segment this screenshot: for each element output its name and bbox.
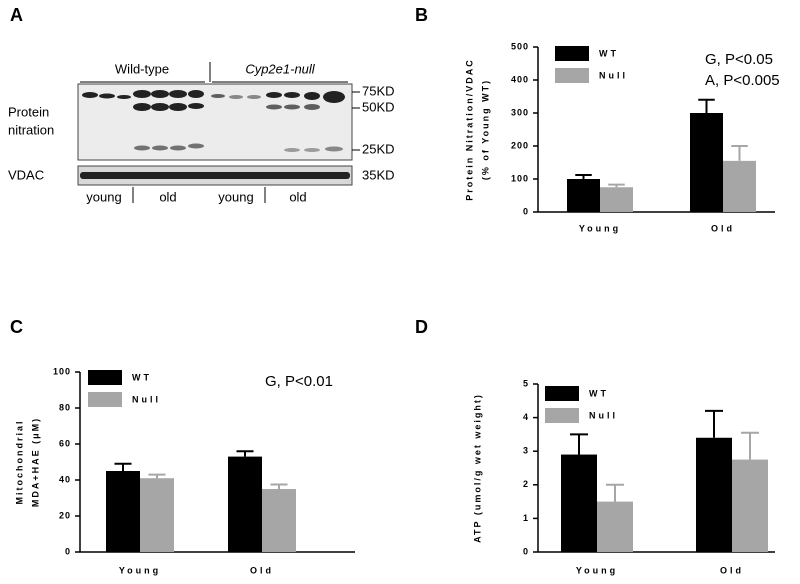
legend-label: Null <box>132 394 161 404</box>
legend-swatch <box>545 408 579 423</box>
bar <box>228 456 262 552</box>
bar <box>567 179 600 212</box>
y-tick-label: 500 <box>511 41 529 51</box>
bar <box>597 501 633 552</box>
age-label: young <box>218 189 253 204</box>
panel-label: A <box>10 5 23 25</box>
y-tick-label: 3 <box>523 446 529 456</box>
bar <box>696 437 732 552</box>
x-tick-label: Young <box>119 565 161 575</box>
legend-swatch <box>555 46 589 61</box>
annotation: A, P<0.005 <box>705 72 780 89</box>
error-bar <box>148 473 166 479</box>
x-tick-label: Young <box>576 565 618 575</box>
legend-swatch <box>88 392 122 407</box>
bar <box>262 489 296 552</box>
row-label: Protein <box>8 104 49 119</box>
error-bar <box>236 450 254 457</box>
group-label: Cyp2e1-null <box>245 61 315 76</box>
legend-label: Null <box>589 410 618 420</box>
error-bar <box>698 98 715 113</box>
error-bar <box>731 145 748 161</box>
error-bar <box>606 483 624 502</box>
y-tick-label: 100 <box>53 366 71 376</box>
annotation: G, P<0.01 <box>265 373 333 390</box>
y-axis-label: Mitochondrial <box>14 420 24 505</box>
x-tick-label: Old <box>711 223 735 233</box>
age-label: old <box>159 189 176 204</box>
error-bar <box>570 433 588 455</box>
annotation: G, P<0.05 <box>705 51 773 68</box>
error-bar <box>608 183 625 188</box>
error-bar <box>114 462 132 471</box>
x-tick-label: Young <box>579 223 621 233</box>
bar <box>600 187 633 212</box>
bar <box>690 113 723 212</box>
y-tick-label: 0 <box>523 206 529 216</box>
legend-swatch <box>545 386 579 401</box>
error-bar <box>705 409 723 438</box>
y-tick-label: 100 <box>511 173 529 183</box>
y-axis-label: (% of Young WT) <box>480 79 490 180</box>
y-tick-label: 0 <box>65 546 71 556</box>
y-tick-label: 1 <box>523 513 529 523</box>
y-tick-label: 2 <box>523 479 529 489</box>
row-label: VDAC <box>8 167 44 182</box>
legend-swatch <box>88 370 122 385</box>
error-bar <box>741 431 759 460</box>
bar <box>106 471 140 552</box>
y-tick-label: 40 <box>59 474 71 484</box>
age-label: young <box>86 189 121 204</box>
bar <box>140 478 174 552</box>
legend-label: WT <box>132 372 152 382</box>
y-tick-label: 0 <box>523 546 529 556</box>
legend-label: WT <box>589 388 609 398</box>
y-tick-label: 200 <box>511 140 529 150</box>
x-tick-label: Old <box>250 565 274 575</box>
panel-label: B <box>415 5 428 25</box>
y-axis-label: ATP (umol/g wet weight) <box>472 393 482 543</box>
y-tick-label: 400 <box>511 74 529 84</box>
marker-label: 35KD <box>362 167 395 182</box>
y-tick-label: 20 <box>59 510 71 520</box>
panel-label: C <box>10 317 23 337</box>
y-axis-label: MDA+HAE (μM) <box>30 417 40 507</box>
x-tick-label: Old <box>720 565 744 575</box>
blot-bands <box>80 90 350 179</box>
marker-label: 75KD <box>362 83 395 98</box>
y-tick-label: 5 <box>523 378 529 388</box>
legend-label: WT <box>599 48 619 58</box>
y-tick-label: 300 <box>511 107 529 117</box>
legend-label: Null <box>599 70 628 80</box>
marker-label: 50KD <box>362 99 395 114</box>
age-label: old <box>289 189 306 204</box>
y-tick-label: 4 <box>523 412 529 422</box>
group-label: Wild-type <box>115 61 169 76</box>
y-tick-label: 80 <box>59 402 71 412</box>
bar <box>732 459 768 552</box>
marker-label: 25KD <box>362 141 395 156</box>
row-label: nitration <box>8 122 54 137</box>
error-bar <box>575 174 592 179</box>
y-tick-label: 60 <box>59 438 71 448</box>
panel-label: D <box>415 317 428 337</box>
bar <box>561 454 597 552</box>
error-bar <box>270 483 288 489</box>
bar <box>723 160 756 212</box>
y-axis-label: Protein Nitration/VDAC <box>464 58 474 201</box>
legend-swatch <box>555 68 589 83</box>
